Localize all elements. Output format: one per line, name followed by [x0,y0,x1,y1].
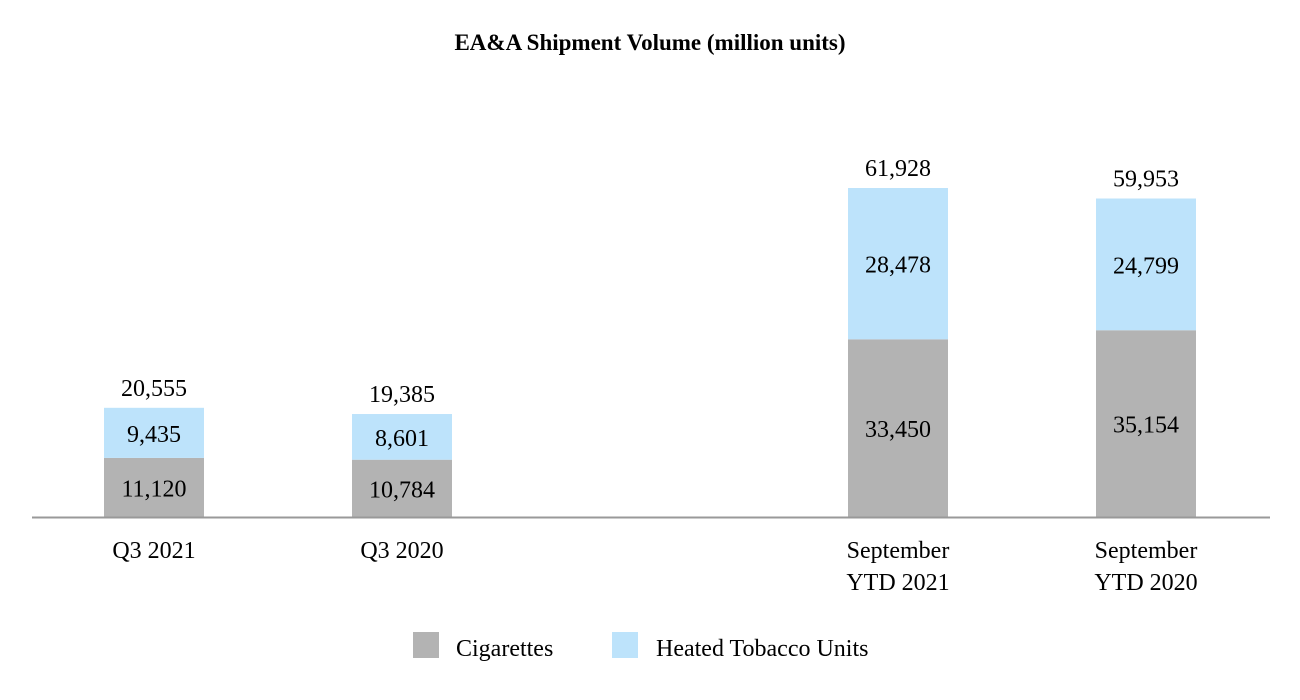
bar-cigarettes-4 [1096,330,1196,517]
x-tick-label-3-line-1: September [847,538,950,564]
x-tick-label-2-line-1: Q3 2020 [360,538,443,564]
legend: Cigarettes Heated Tobacco Units [413,632,868,662]
legend-label-cigarettes: Cigarettes [456,636,553,662]
x-tick-label-4-line-2: YTD 2020 [1094,570,1197,596]
data-label-cigarettes-1: 11,120 [121,476,186,502]
data-label-cigarettes-2: 10,784 [369,477,435,503]
data-label-heated-tobacco-units-4: 24,799 [1113,253,1179,279]
data-label-heated-tobacco-units-1: 9,435 [127,422,181,448]
bar-cigarettes-2 [352,459,452,517]
legend-swatch-heated-tobacco-units [612,632,638,658]
bar-heated-tobacco-units-3 [848,188,948,340]
chart-title: EA&A Shipment Volume (million units) [454,30,845,55]
data-label-heated-tobacco-units-2: 8,601 [375,426,429,452]
bar-cigarettes-3 [848,339,948,517]
total-label-1: 20,555 [121,376,187,402]
bar-heated-tobacco-units-2 [352,414,452,460]
legend-swatch-cigarettes [413,632,439,658]
x-axis-labels: Q3 2021 Q3 2020 September YTD 2021 September… [112,538,1197,596]
total-label-4: 59,953 [1113,166,1179,192]
bar-heated-tobacco-units-1 [104,407,204,458]
legend-label-heated-tobacco-units: Heated Tobacco Units [656,636,868,662]
total-label-3: 61,928 [865,156,931,182]
bar-heated-tobacco-units-4 [1096,198,1196,331]
bars-group: 11,120 9,435 20,555 10,784 8,601 19,385 33,450… [104,156,1196,517]
data-label-heated-tobacco-units-3: 28,478 [865,253,931,279]
x-tick-label-3-line-2: YTD 2021 [846,570,949,596]
total-label-2: 19,385 [369,382,435,408]
x-tick-label-4-line-1: September [1095,538,1198,564]
data-label-cigarettes-4: 35,154 [1113,413,1179,439]
bar-cigarettes-1 [104,457,204,517]
data-label-cigarettes-3: 33,450 [865,417,931,443]
x-tick-label-1-line-1: Q3 2021 [112,538,195,564]
